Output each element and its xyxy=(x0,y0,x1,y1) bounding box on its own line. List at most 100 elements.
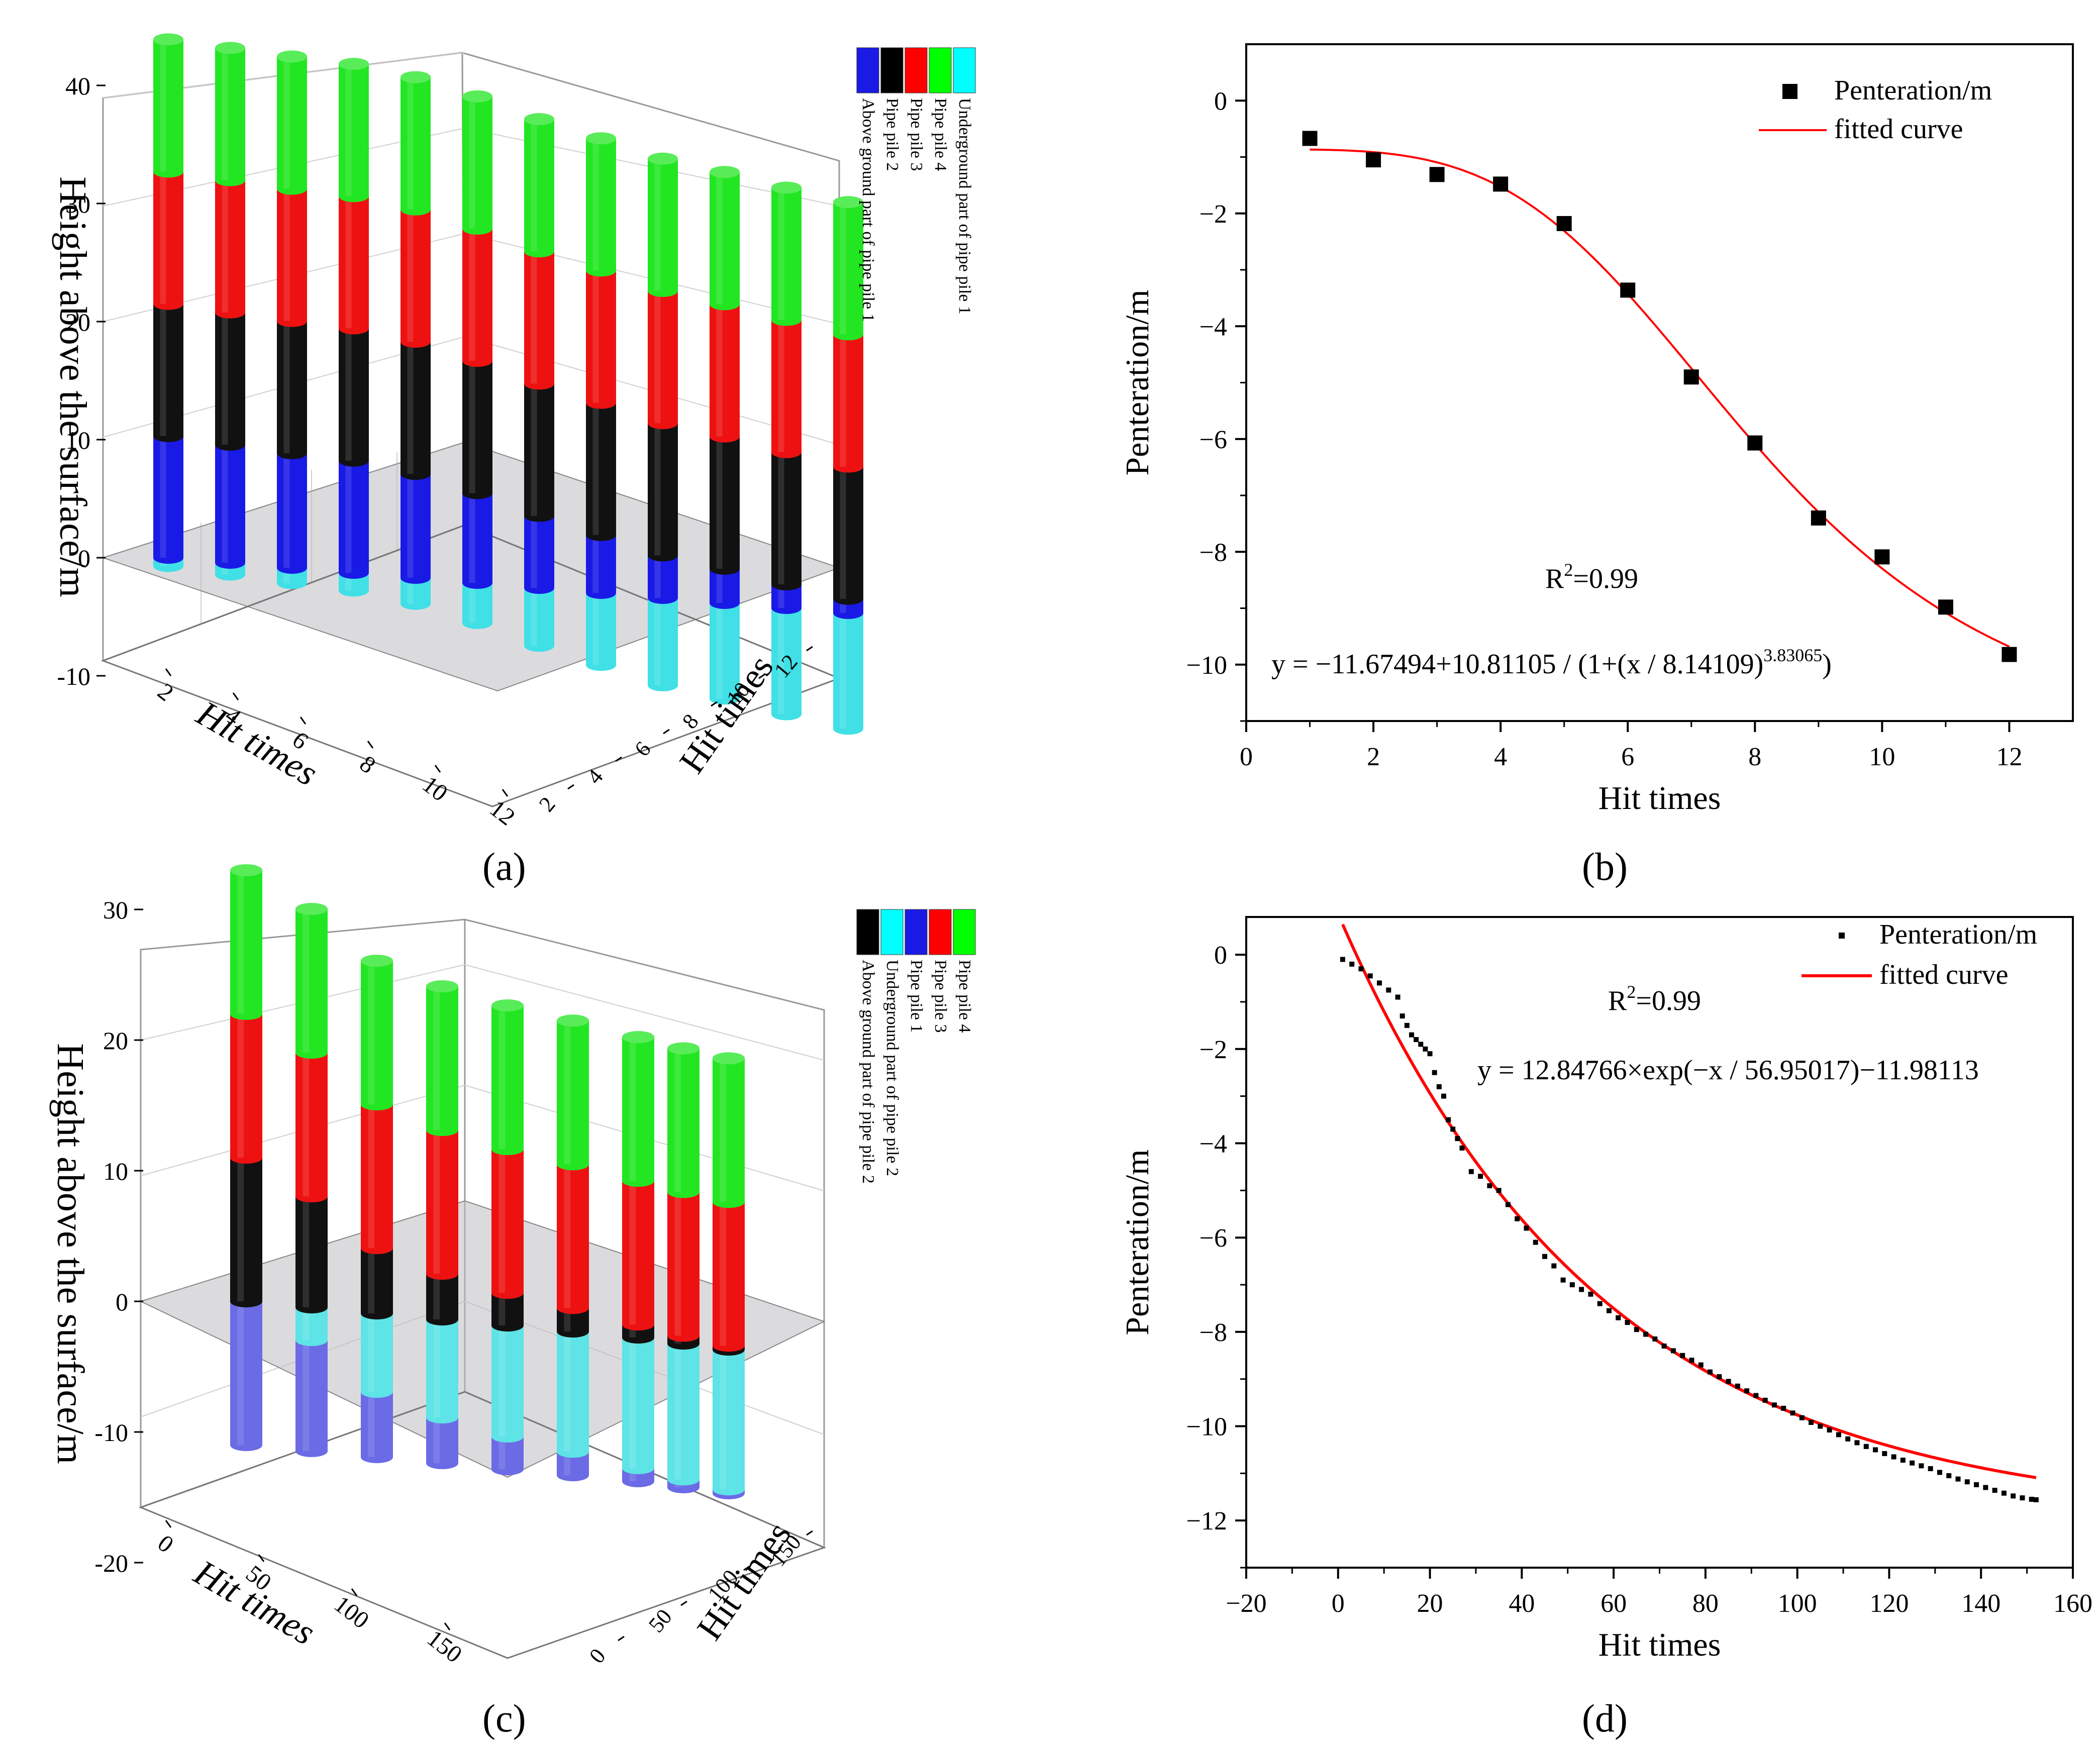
data-point-57 xyxy=(1799,1415,1805,1420)
bar-4-segment-underground xyxy=(339,573,369,597)
data-point-66 xyxy=(1882,1451,1887,1456)
bar-7-highlight-above xyxy=(531,516,537,588)
x-tick-label-8: 140 xyxy=(1961,1589,2001,1618)
panel-d-scatter-chart: −20 0 20 40 60 80 100 120 140 160 0 −2 −4 −6 −8 −10 −12 H… xyxy=(1119,916,2092,1663)
bar-4-segment-pile1 xyxy=(426,1417,458,1469)
bar-9-segment-under2 xyxy=(713,1350,745,1496)
data-point-43 xyxy=(1670,1348,1676,1354)
bar-9-highlight-above xyxy=(654,555,661,598)
bar-7 xyxy=(622,1031,654,1487)
data-point-29 xyxy=(1542,1254,1548,1259)
data-point-45 xyxy=(1689,1358,1694,1363)
caption-d: (d) xyxy=(1582,1696,1628,1740)
y-tick-label-1: −2 xyxy=(1199,1036,1227,1064)
bar-7-highlight-underground xyxy=(531,588,537,646)
x-tick-label-4: 8 xyxy=(1748,743,1761,771)
z-tick-3 xyxy=(711,701,718,707)
data-point-10 xyxy=(1414,1037,1419,1042)
x-axis-label: Hit times xyxy=(1598,1626,1721,1663)
bar-2-highlight-under2 xyxy=(303,1307,310,1340)
data-point-3 xyxy=(1367,973,1373,979)
data-point-7 xyxy=(1747,435,1763,451)
data-point-34 xyxy=(1588,1291,1593,1297)
bar-5-segment-pile2 xyxy=(401,342,431,480)
bar-4 xyxy=(339,58,369,597)
data-point-24 xyxy=(1496,1188,1502,1193)
data-point-60 xyxy=(1827,1427,1832,1432)
bar-6-segment-pile4 xyxy=(462,96,492,235)
data-point-1 xyxy=(1349,961,1355,967)
y-tick-label-0: 0 xyxy=(1214,941,1227,970)
bar-3-segment-pile4 xyxy=(277,56,307,195)
data-point-72 xyxy=(1937,1470,1942,1475)
bar-6-segment-pile2 xyxy=(462,361,492,499)
bar-11 xyxy=(771,181,802,721)
data-point-8 xyxy=(1811,510,1826,526)
data-point-68 xyxy=(1900,1458,1906,1463)
bar-12-highlight-underground xyxy=(840,613,846,729)
x-tick-label-1: 0 xyxy=(1332,1589,1345,1618)
data-point-19 xyxy=(1455,1136,1460,1142)
bar-2-highlight-pile4 xyxy=(303,909,310,1053)
x-tick-label-7: 120 xyxy=(1869,1589,1909,1618)
bar-6-highlight-pile4 xyxy=(564,1020,571,1165)
bar-3-highlight-pile4 xyxy=(283,56,290,189)
bar-4-highlight-above2 xyxy=(433,1274,440,1319)
bar-10-highlight-above xyxy=(716,568,723,603)
bar-5-highlight-above2 xyxy=(498,1293,506,1325)
data-point-59 xyxy=(1818,1423,1823,1429)
bar-2-segment-pile2 xyxy=(215,312,245,451)
bar-3 xyxy=(277,50,307,589)
data-point-71 xyxy=(1928,1466,1933,1471)
data-point-39 xyxy=(1634,1327,1639,1333)
y-axis-label: Penteration/m xyxy=(1119,1149,1156,1335)
bar-11-segment-pile4 xyxy=(771,187,802,326)
y-tick-label-5: -20 xyxy=(94,1549,128,1577)
data-point-83 xyxy=(2033,1497,2039,1502)
bar-8-segment-above xyxy=(586,535,616,599)
bar-6-segment-pile3 xyxy=(557,1164,589,1314)
caption-c: (c) xyxy=(482,1696,526,1740)
bar-3-top-cap xyxy=(277,50,307,63)
bar-8-segment-pile4 xyxy=(586,138,616,277)
data-point-40 xyxy=(1643,1332,1649,1337)
bar-1 xyxy=(153,33,183,572)
x-tick-label-1: 2 xyxy=(1367,743,1380,771)
bar-6-segment-under2 xyxy=(557,1332,589,1458)
z-tick-5 xyxy=(806,646,813,652)
x-tick-3 xyxy=(367,741,374,749)
bar-7-segment-pile4 xyxy=(524,119,554,258)
bar-11-highlight-underground xyxy=(778,608,784,714)
bar-10-segment-underground xyxy=(710,603,740,705)
bar-6-highlight-pile3 xyxy=(564,1164,571,1308)
bar-5-highlight-pile1 xyxy=(498,1437,506,1469)
data-point-63 xyxy=(1854,1440,1860,1446)
bar-8-highlight-pile4 xyxy=(592,138,599,271)
bar-6-segment-pile4 xyxy=(557,1020,589,1171)
bar-8-segment-pile2 xyxy=(586,402,616,541)
data-point-26 xyxy=(1515,1216,1520,1221)
data-point-33 xyxy=(1579,1287,1584,1292)
bar-11-segment-pile3 xyxy=(771,320,802,458)
z-tick-2 xyxy=(663,729,670,735)
bar-9-segment-pile4 xyxy=(713,1058,745,1208)
x-tick-1 xyxy=(258,1554,265,1562)
legend-swatch-4 xyxy=(953,47,976,93)
bar-3-segment-pile4 xyxy=(361,961,393,1110)
bar-9-segment-underground xyxy=(648,598,678,691)
bar-8-segment-pile3 xyxy=(586,270,616,409)
r-squared-label: R2=0.99 xyxy=(1545,560,1638,594)
legend-swatch-0 xyxy=(856,47,879,93)
bar-4-highlight-pile1 xyxy=(433,1417,440,1463)
x-tick-2 xyxy=(351,1588,358,1596)
data-point-51 xyxy=(1744,1388,1750,1394)
legend-label-fit: fitted curve xyxy=(1834,114,1963,145)
bar-8-top-cap xyxy=(667,1042,699,1055)
data-point-79 xyxy=(2001,1490,2007,1496)
bar-8-highlight-underground xyxy=(592,593,599,665)
bar-10-highlight-pile4 xyxy=(716,172,723,304)
bar-6-segment-pile1 xyxy=(557,1452,589,1481)
data-point-5 xyxy=(1386,987,1391,993)
r-squared-label: R2=0.99 xyxy=(1608,982,1701,1016)
bar-9-highlight-pile3 xyxy=(720,1202,727,1346)
